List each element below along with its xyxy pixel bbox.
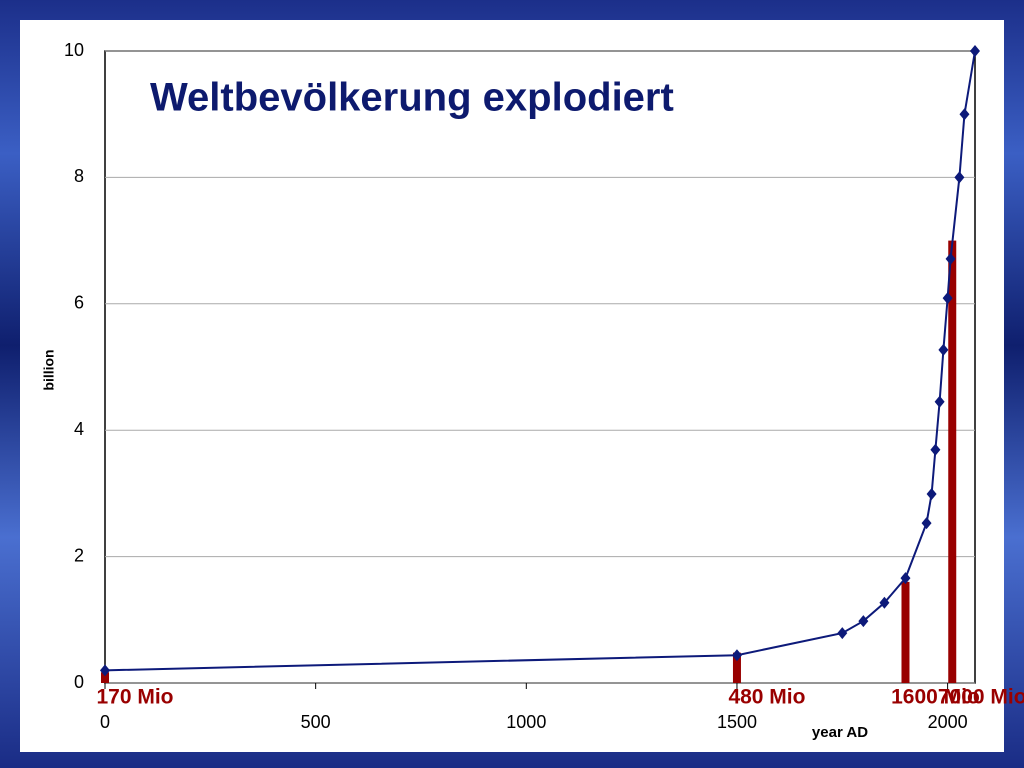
marker (945, 252, 956, 265)
chart-background (20, 20, 1004, 752)
chart-title: Weltbevölkerung explodiert (150, 76, 674, 120)
y-tick-label: 0 (74, 672, 84, 692)
line (104, 50, 976, 672)
marker (926, 488, 937, 501)
marker (858, 615, 869, 628)
y-tick-label: 4 (74, 419, 84, 439)
y-tick-label: 2 (74, 545, 84, 565)
value-label: 170 Mio (96, 686, 173, 709)
marker (100, 664, 110, 677)
marker (837, 627, 848, 640)
value-label: 1600 Mio (891, 686, 980, 709)
x-tick-label: 2000 (928, 712, 968, 732)
value-label: 480 Mio (728, 686, 805, 709)
marker (938, 343, 949, 356)
marker (921, 517, 932, 530)
x-tick-label: 1000 (506, 712, 546, 732)
marker (879, 596, 890, 609)
x-axis-label: year AD (812, 724, 868, 741)
y-tick-label: 8 (74, 166, 84, 186)
marker (954, 171, 965, 184)
bar (901, 581, 910, 683)
bar (732, 652, 741, 683)
value-label: 7000 Mio (938, 686, 1024, 709)
bar (948, 240, 957, 683)
bar (101, 672, 109, 683)
y-tick-label: 6 (74, 293, 84, 313)
x-tick-label: 500 (301, 712, 331, 732)
marker (942, 292, 953, 305)
marker (959, 108, 970, 121)
y-tick-label: 10 (64, 40, 84, 60)
marker (934, 395, 945, 408)
x-tick-label: 1500 (717, 712, 757, 732)
marker (900, 572, 911, 585)
x-tick-label: 0 (100, 712, 110, 732)
marker (731, 649, 742, 662)
marker (970, 45, 980, 57)
y-axis-label: billion (41, 349, 57, 390)
marker (930, 443, 941, 456)
